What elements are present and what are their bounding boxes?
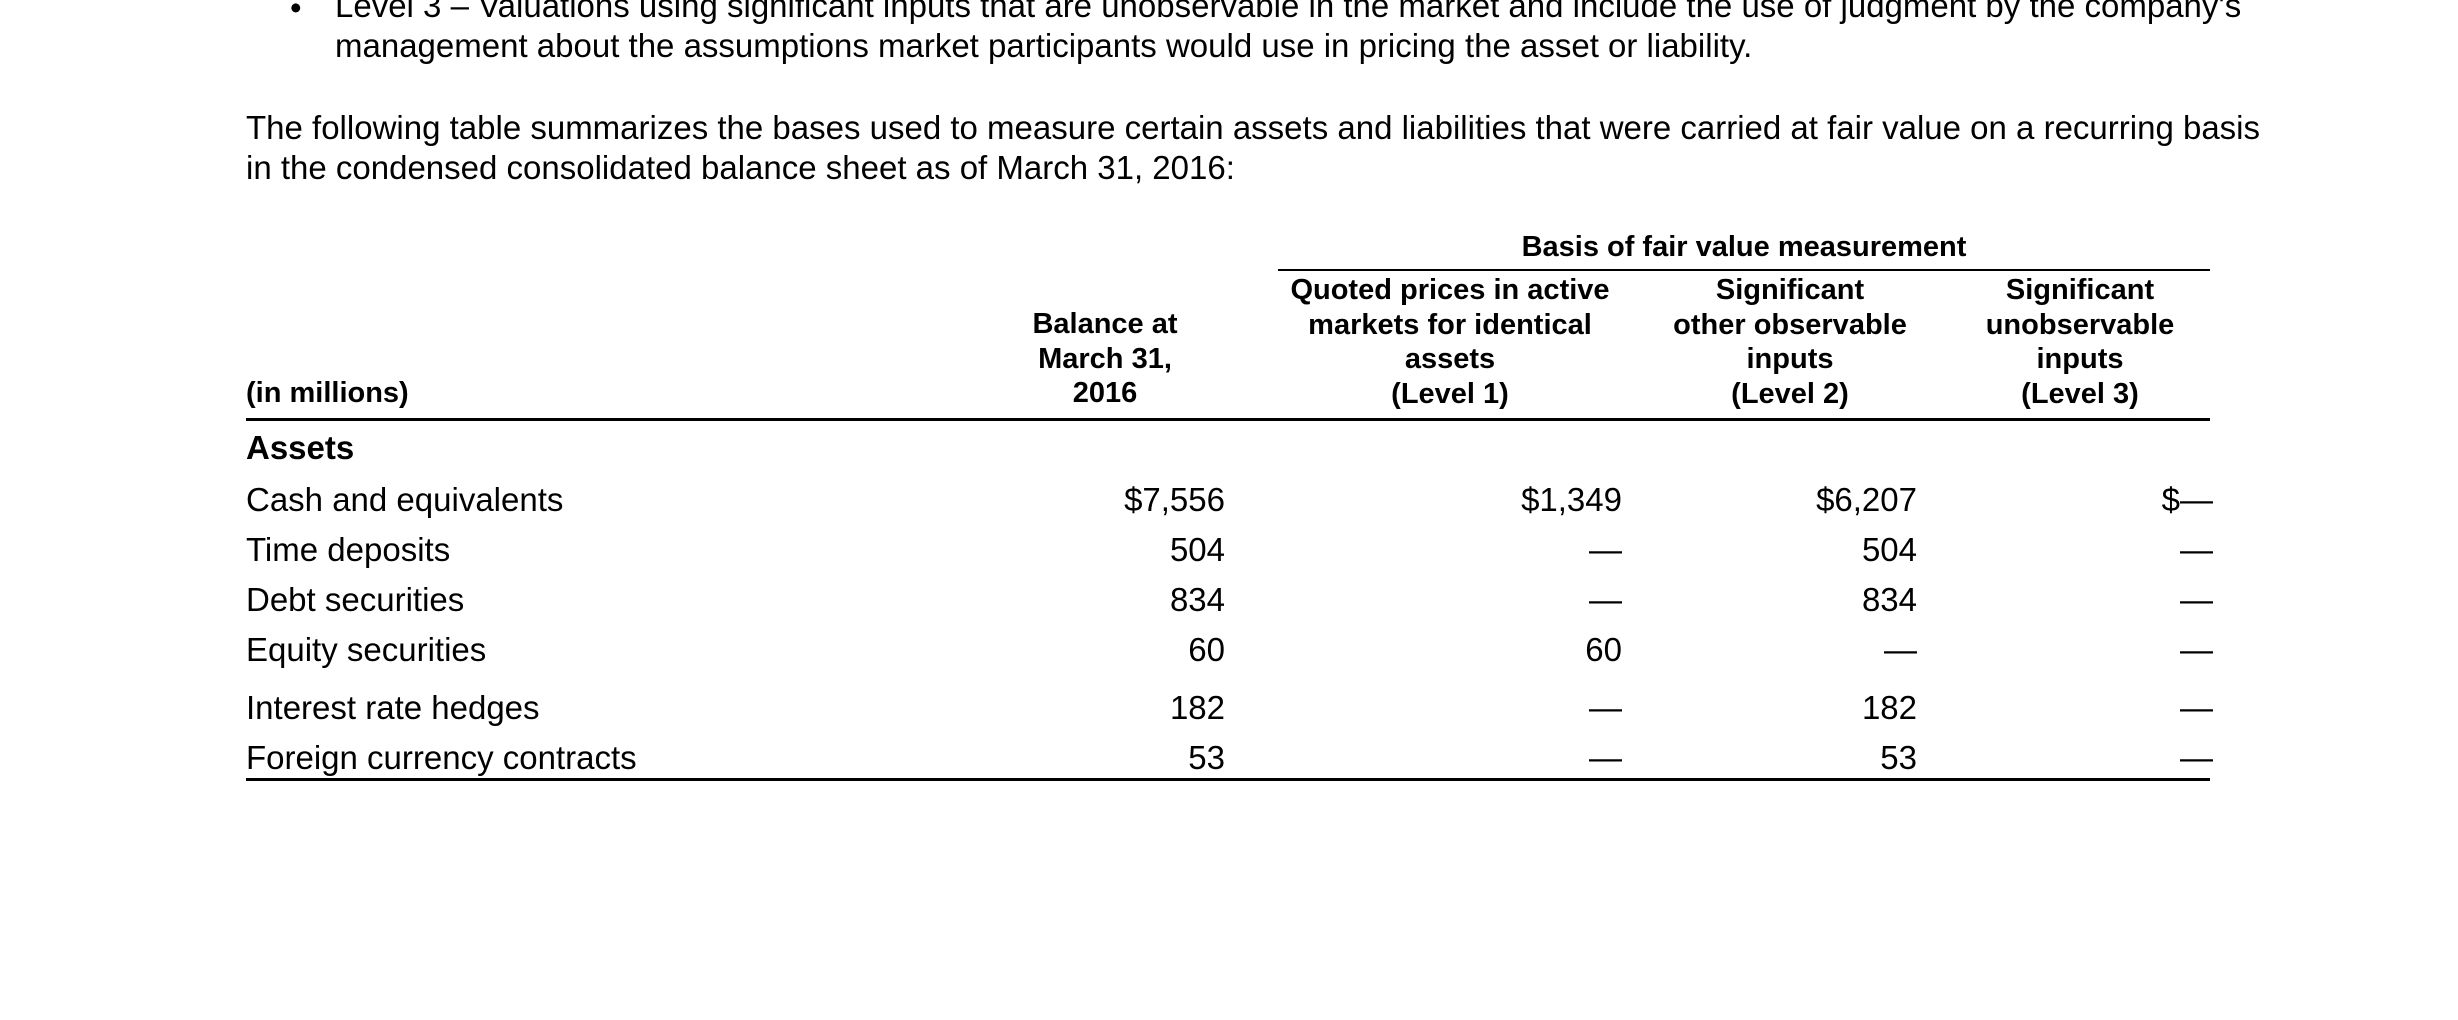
header-rule <box>246 418 2210 421</box>
level3-value: $— <box>2161 481 2213 518</box>
level3-value: — <box>2180 581 2213 618</box>
level2-value: 53 <box>1880 739 1917 776</box>
table-bottom-rule <box>246 778 2210 781</box>
table-row: Equity securities 60 60 — — <box>0 625 2458 675</box>
balance-value: 53 <box>1188 739 1225 776</box>
bullet-dot: • <box>290 0 302 26</box>
balance-value: 834 <box>1169 581 1225 618</box>
level2-value: 182 <box>1861 689 1917 726</box>
level2-value: 504 <box>1861 531 1917 568</box>
table-row: Cash and equivalents $7,556 $1,349 $6,20… <box>0 475 2458 525</box>
level1-value: 60 <box>1585 631 1622 668</box>
header-level2: Significant other observable inputs (Lev… <box>1673 274 1907 410</box>
table-row: Time deposits 504 — 504 — <box>0 525 2458 575</box>
section-assets: Assets <box>246 429 355 466</box>
level3-value: — <box>2180 631 2213 668</box>
level3-value: — <box>2180 531 2213 568</box>
balance-value: 60 <box>1188 631 1225 668</box>
level1-value: $1,349 <box>1521 481 1622 518</box>
table-row: Foreign currency contracts 53 — 53 — <box>0 733 2458 783</box>
bullet-text: Level 3 – Valuations using significant i… <box>335 0 2242 64</box>
balance-value: 504 <box>1169 531 1225 568</box>
level2-value: $6,207 <box>1816 481 1917 518</box>
intro-paragraph: The following table summarizes the bases… <box>246 109 2260 186</box>
header-level3: Significant unobservable inputs (Level 3… <box>1985 274 2175 410</box>
table-row: Interest rate hedges 182 — 182 — <box>0 683 2458 733</box>
row-label: Debt securities <box>246 581 465 618</box>
level2-value: — <box>1884 631 1917 668</box>
row-label: Cash and equivalents <box>246 481 564 518</box>
header-balance: Balance at March 31, 2016 <box>1032 308 1178 409</box>
balance-value: 182 <box>1169 689 1225 726</box>
level3-value: — <box>2180 739 2213 776</box>
level1-value: — <box>1589 689 1622 726</box>
level1-value: — <box>1589 531 1622 568</box>
row-label: Equity securities <box>246 631 487 668</box>
header-level1: Quoted prices in active markets for iden… <box>1290 274 1610 410</box>
group-header: Basis of fair value measurement <box>1521 231 1967 263</box>
level1-value: — <box>1589 581 1622 618</box>
row-label: Interest rate hedges <box>246 689 540 726</box>
level3-value: — <box>2180 689 2213 726</box>
group-header-rule <box>1278 269 2210 271</box>
balance-value: $7,556 <box>1124 481 1225 518</box>
header-in-millions: (in millions) <box>246 377 409 409</box>
level1-value: — <box>1589 739 1622 776</box>
level2-value: 834 <box>1861 581 1917 618</box>
table-row: Debt securities 834 — 834 — <box>0 575 2458 625</box>
row-label: Time deposits <box>246 531 451 568</box>
row-label: Foreign currency contracts <box>246 739 637 776</box>
